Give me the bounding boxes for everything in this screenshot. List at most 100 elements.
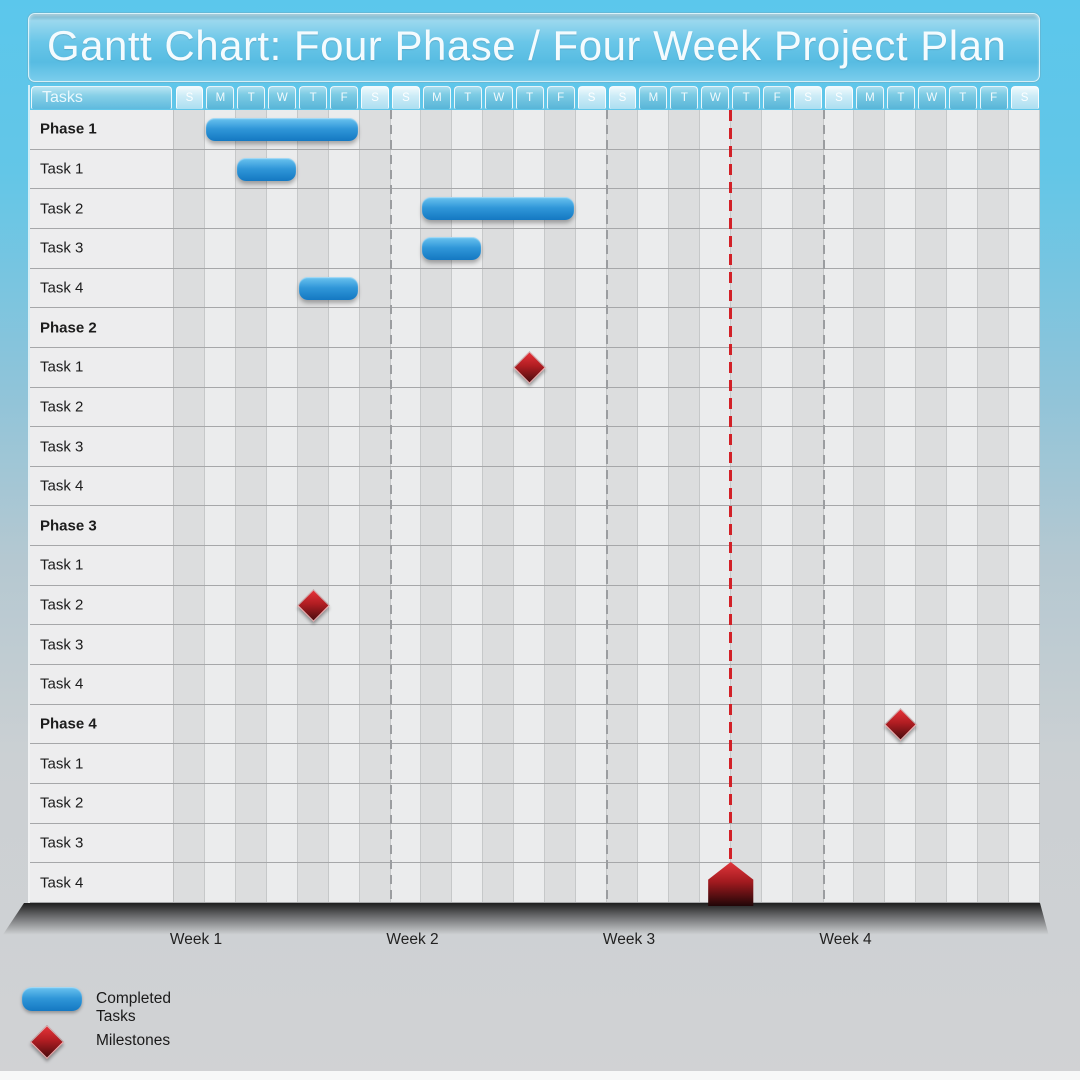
title-banner: Gantt Chart: Four Phase / Four Week Proj… <box>28 13 1040 82</box>
day-column <box>947 110 979 903</box>
week-label-4: Week 4 <box>819 931 872 948</box>
day-tab-2-W[interactable]: W <box>484 86 513 109</box>
day-tab-1-S[interactable]: S <box>361 86 389 109</box>
table-row: Task 2 <box>30 586 1040 626</box>
row-label: Phase 3 <box>40 517 97 535</box>
day-column <box>823 110 855 903</box>
week-label-3: Week 3 <box>602 931 656 948</box>
row-label: Task 1 <box>40 160 84 178</box>
legend-completed-label: Completed Tasks <box>96 990 171 1025</box>
week-separator-line <box>822 110 825 903</box>
week-label-2: Week 2 <box>386 931 439 948</box>
row-label: Task 3 <box>40 636 84 654</box>
day-tab-4-S[interactable]: S <box>1010 86 1039 109</box>
table-row: Phase 2 <box>30 308 1040 348</box>
table-row: Task 4 <box>30 467 1040 507</box>
day-tab-1-T[interactable]: T <box>237 86 266 109</box>
day-tab-1-T[interactable]: T <box>299 86 328 109</box>
day-column <box>576 110 607 903</box>
bottom-edge-strip <box>0 1071 1080 1080</box>
day-tab-2-S[interactable]: S <box>392 86 420 109</box>
table-row: Task 3 <box>30 625 1040 666</box>
day-column <box>607 110 638 903</box>
day-column <box>390 110 422 903</box>
day-tab-3-S[interactable]: S <box>608 86 637 109</box>
day-tab-2-M[interactable]: M <box>422 86 451 109</box>
day-tab-4-F[interactable]: F <box>979 86 1008 109</box>
row-label: Task 3 <box>40 239 84 257</box>
row-label: Task 1 <box>40 755 84 773</box>
day-tab-2-F[interactable]: F <box>546 86 575 109</box>
day-column <box>761 110 793 903</box>
day-tab-3-S[interactable]: S <box>794 86 823 109</box>
day-tab-3-T[interactable]: T <box>732 86 761 109</box>
day-column <box>637 110 669 903</box>
milestone-diamond-icon <box>30 1025 64 1059</box>
row-label: Task 2 <box>40 794 84 812</box>
day-column <box>978 110 1010 903</box>
day-tab-1-W[interactable]: W <box>268 86 297 109</box>
day-column <box>1009 110 1041 903</box>
chart-base-shadow <box>2 903 1049 936</box>
day-column <box>730 110 762 903</box>
task-label-column <box>30 110 174 903</box>
day-tab-3-T[interactable]: T <box>670 86 699 109</box>
day-tab-1-F[interactable]: F <box>330 86 359 109</box>
day-tab-4-S[interactable]: S <box>825 86 853 109</box>
day-column <box>483 110 515 903</box>
row-label: Phase 4 <box>40 715 97 733</box>
row-label: Phase 1 <box>40 120 97 138</box>
table-row: Task 1 <box>30 744 1040 785</box>
day-column <box>545 110 577 903</box>
day-tab-2-S[interactable]: S <box>577 86 606 109</box>
gantt-bar[interactable] <box>422 236 482 260</box>
day-column <box>359 110 391 903</box>
row-label: Task 4 <box>40 279 84 297</box>
row-label: Task 3 <box>40 834 84 852</box>
day-column <box>297 110 329 903</box>
week-separator-line <box>606 110 609 903</box>
day-column <box>514 110 546 903</box>
page-title: Gantt Chart: Four Phase / Four Week Proj… <box>47 22 1007 69</box>
legend-milestones-label: Milestones <box>96 1032 171 1049</box>
day-tab-3-W[interactable]: W <box>701 86 730 109</box>
table-row: Phase 4 <box>30 705 1040 745</box>
table-row: Task 2 <box>30 784 1040 824</box>
day-column <box>854 110 886 903</box>
day-tab-2-T[interactable]: T <box>515 86 544 109</box>
gantt-bar[interactable] <box>236 157 296 181</box>
table-row: Task 2 <box>30 189 1040 229</box>
tasks-column-header-label: Tasks <box>42 89 83 106</box>
gantt-bar[interactable] <box>422 197 575 221</box>
row-label: Task 1 <box>40 358 84 376</box>
day-tab-3-F[interactable]: F <box>763 86 792 109</box>
day-tab-4-T[interactable]: T <box>886 86 915 109</box>
day-column <box>916 110 948 903</box>
day-tab-1-M[interactable]: M <box>206 86 235 109</box>
table-row: Task 3 <box>30 229 1040 269</box>
day-column <box>668 110 700 903</box>
table-row: Phase 1 <box>30 110 1040 150</box>
day-column <box>328 110 360 903</box>
day-tab-4-T[interactable]: T <box>948 86 977 109</box>
row-label: Task 2 <box>40 200 84 218</box>
row-label: Task 3 <box>40 438 84 455</box>
table-row: Task 2 <box>30 388 1040 428</box>
day-tab-4-M[interactable]: M <box>855 86 884 109</box>
table-row: Task 3 <box>30 824 1040 864</box>
day-tab-3-M[interactable]: M <box>639 86 668 109</box>
table-row: Task 4 <box>30 863 1040 903</box>
day-tab-2-T[interactable]: T <box>453 86 482 109</box>
tasks-column-header: Tasks <box>31 86 172 109</box>
gantt-bar[interactable] <box>298 276 358 300</box>
completed-task-bar-icon <box>22 987 82 1011</box>
day-column <box>204 110 236 903</box>
table-row: Task 1 <box>30 348 1040 388</box>
gantt-bar[interactable] <box>205 118 358 141</box>
day-column <box>266 110 298 903</box>
row-label: Task 4 <box>40 477 84 495</box>
day-tab-4-W[interactable]: W <box>917 86 946 109</box>
day-tab-1-S[interactable]: S <box>175 86 204 109</box>
row-label: Task 2 <box>40 398 84 416</box>
